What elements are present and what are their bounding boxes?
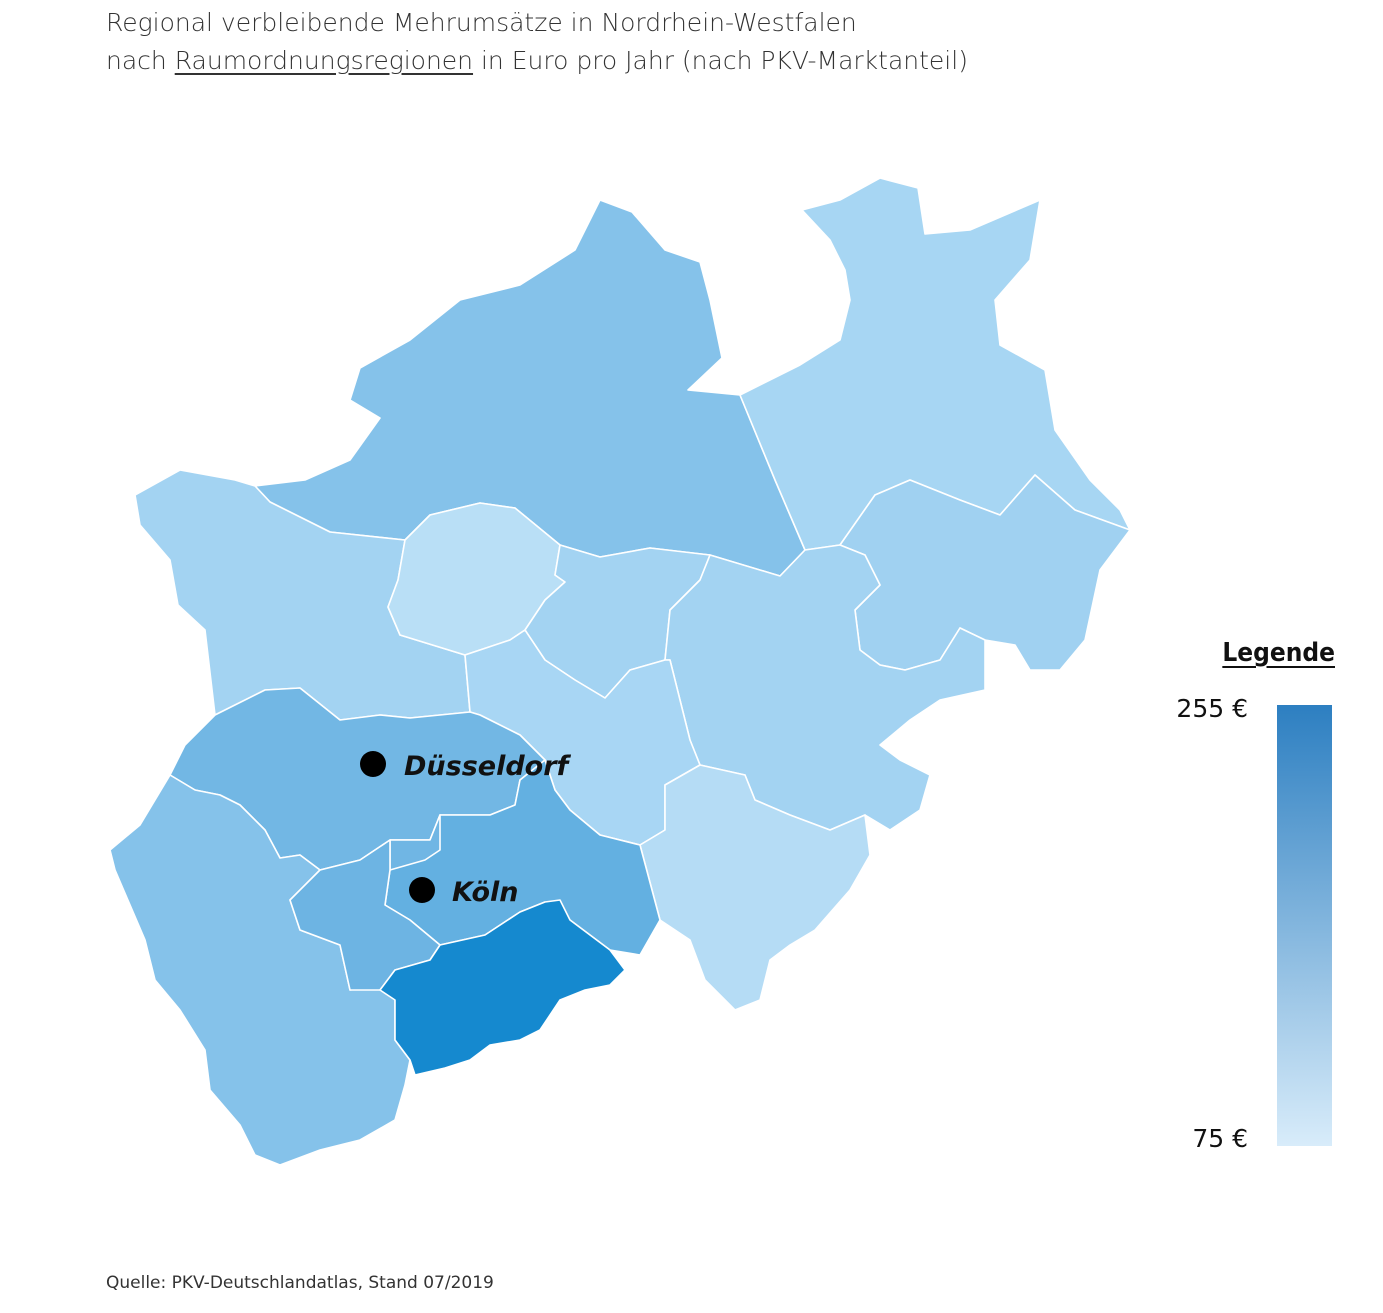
region-siegen[interactable] bbox=[639, 764, 871, 1011]
duesseldorf-label: Düsseldorf bbox=[404, 751, 572, 782]
region-aachen[interactable] bbox=[109, 774, 411, 1166]
title-suffix: in Euro pro Jahr (nach PKV-Marktanteil) bbox=[473, 46, 968, 75]
map-title: Regional verbleibende Mehrumsätze in Nor… bbox=[106, 4, 1106, 80]
legend-max-label: 255 € bbox=[1176, 694, 1248, 723]
koeln-label: Köln bbox=[452, 877, 518, 908]
title-line-1: Regional verbleibende Mehrumsätze in Nor… bbox=[106, 8, 857, 37]
legend-min-label: 75 € bbox=[1192, 1124, 1248, 1153]
source-note: Quelle: PKV-Deutschlandatlas, Stand 07/2… bbox=[106, 1273, 494, 1293]
koeln-marker bbox=[409, 877, 435, 903]
raumordnungsregionen-link[interactable]: Raumordnungsregionen bbox=[174, 46, 474, 75]
duesseldorf-marker bbox=[360, 751, 386, 777]
region-bonn[interactable] bbox=[379, 899, 626, 1076]
title-prefix: nach bbox=[106, 46, 175, 75]
legend-title: Legende bbox=[1222, 638, 1335, 668]
title-line-2: nach Raumordnungsregionen in Euro pro Ja… bbox=[106, 42, 1106, 80]
legend-color-scale bbox=[1277, 705, 1332, 1146]
